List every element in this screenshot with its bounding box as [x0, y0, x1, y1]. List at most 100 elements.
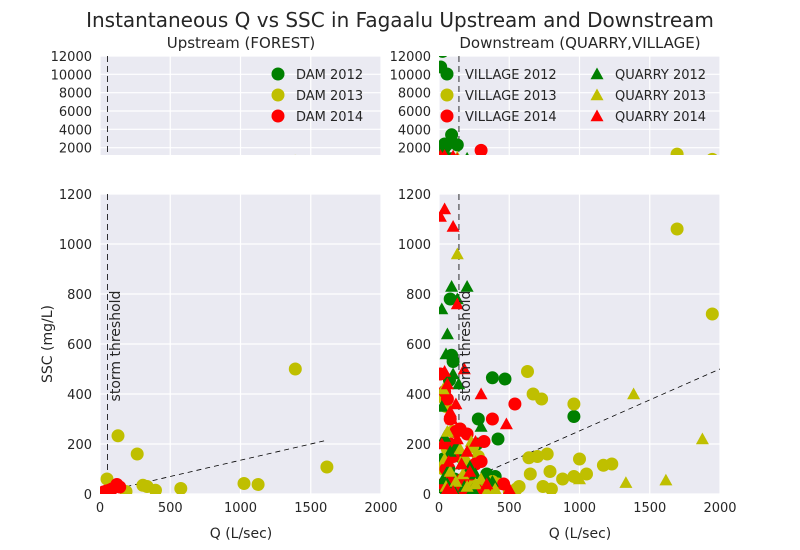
y-tick-label: 0 [84, 488, 92, 503]
point-quarry-2014-top [445, 157, 458, 169]
point-village-2013 [605, 457, 619, 471]
point-quarry-2013 [443, 465, 457, 477]
point-quarry-2014 [499, 417, 513, 430]
upstream-xticks: 0 500 1000 1500 2000 [96, 501, 398, 516]
point-quarry-2012 [474, 420, 488, 432]
point-village-2013-top [447, 157, 460, 170]
legend-entry: QUARRY 2012 [615, 68, 706, 83]
point-quarry-2014-top [438, 155, 451, 167]
point-village-2012 [498, 372, 512, 386]
legend-marker [440, 88, 454, 102]
point-village-2014 [440, 392, 454, 406]
y-axis-label: SSC (mg/L) [40, 305, 56, 383]
point-village-2012-top [439, 142, 451, 155]
point-quarry-2013 [450, 247, 464, 260]
legend-entry: DAM 2013 [296, 89, 363, 104]
point-quarry-2014-top [476, 147, 486, 155]
point-village-2014-top [441, 156, 454, 169]
point-quarry-2012-top [447, 155, 460, 167]
point-village-2013-top [535, 156, 548, 169]
point-quarry-2012-top [475, 157, 488, 169]
downstream-grid [438, 193, 721, 495]
point-village-2014 [508, 397, 522, 411]
point-village-2012-top [492, 158, 505, 171]
point-quarry-2012 [460, 280, 474, 292]
downstream-top-marks [435, 56, 718, 171]
point-quarry-2014 [449, 397, 463, 410]
downstream-yticks: 0 200 400 600 800 1000 1200 [398, 188, 431, 503]
y-tick-label: 1000 [398, 238, 431, 253]
point-dam-2013 [320, 460, 334, 474]
point-quarry-2013 [627, 387, 641, 400]
x-tick-label: 0 [435, 501, 443, 516]
point-village-2012 [491, 432, 505, 446]
x-tick-label: 500 [497, 501, 522, 516]
point-quarry-2014 [455, 457, 468, 470]
point-village-2013 [705, 307, 719, 321]
point-village-2012-top [448, 154, 455, 155]
legend-marker [440, 67, 454, 81]
point-village-2014-top [438, 156, 451, 169]
point-dam-2013 [100, 472, 114, 486]
point-quarry-2012 [440, 327, 454, 340]
y-tick-label: 1200 [398, 188, 431, 203]
x-axis-label-upstream: Q (L/sec) [210, 526, 273, 542]
upstream-marks [100, 194, 334, 494]
point-village-2013-top [521, 155, 534, 168]
storm-threshold-label-upstream: storm threshold [108, 291, 124, 402]
point-quarry-2014-top [451, 158, 464, 170]
point-quarry-2013 [619, 476, 633, 488]
point-village-2013-top [454, 157, 467, 170]
y-tick-label: 400 [67, 388, 92, 403]
downstream-xticks: 0 500 1000 1500 2000 [435, 501, 737, 516]
x-tick-label: 1000 [563, 501, 596, 516]
point-village-2012-top [470, 158, 483, 171]
point-dam-2013 [251, 478, 265, 491]
point-village-2013 [521, 365, 534, 378]
y-tick-label: 800 [406, 288, 431, 303]
point-quarry-2013 [488, 482, 502, 494]
point-quarry-2013-top [627, 156, 640, 168]
point-quarry-2014 [480, 477, 494, 490]
point-quarry-2014-top [435, 158, 448, 170]
point-village-2014-top [478, 158, 491, 171]
point-quarry-2013 [453, 442, 467, 455]
y-tick-label: 0 [423, 488, 431, 503]
point-dam-2013 [130, 447, 144, 461]
y-tick-label-top: 12000 [51, 50, 92, 65]
legend-marker [271, 109, 285, 123]
upstream-grid [99, 193, 382, 495]
point-quarry-2014-top [441, 149, 448, 155]
legend-marker [271, 67, 285, 81]
point-village-2013 [580, 467, 593, 481]
point-quarry-2014 [439, 365, 452, 377]
point-quarry-2012 [439, 400, 449, 412]
point-village-2012 [567, 410, 581, 423]
point-quarry-2014-top [455, 152, 459, 155]
point-quarry-2012-top [438, 157, 451, 169]
y-tick-label: 400 [406, 388, 431, 403]
upstream-top-yticks: 2000 4000 6000 8000 10000 12000 [51, 50, 92, 157]
point-village-2012-top [472, 157, 485, 170]
point-village-2013 [567, 397, 581, 411]
point-quarry-2013 [695, 432, 709, 445]
y-tick-label-top: 2000 [59, 142, 92, 157]
point-quarry-2013 [481, 485, 492, 494]
point-quarry-2014 [439, 202, 452, 215]
downstream-top-grid [438, 55, 721, 155]
legend-entry: QUARRY 2013 [615, 89, 706, 104]
y-tick-label-top: 12000 [390, 50, 431, 65]
point-village-2012-top [486, 155, 499, 168]
point-quarry-2014 [442, 455, 456, 467]
point-dam-2013 [149, 483, 162, 494]
y-tick-label-top: 4000 [398, 123, 431, 138]
point-quarry-2013-top [696, 158, 709, 170]
point-quarry-2013 [440, 425, 454, 437]
point-village-2013 [523, 467, 537, 481]
point-quarry-2014-top [500, 157, 513, 169]
point-quarry-2014 [446, 220, 460, 232]
legend-entry: QUARRY 2014 [615, 110, 706, 125]
point-village-2012-top [450, 138, 464, 152]
chart-title: Instantaneous Q vs SSC in Fagaalu Upstre… [86, 8, 714, 32]
point-quarry-2014 [460, 445, 474, 457]
